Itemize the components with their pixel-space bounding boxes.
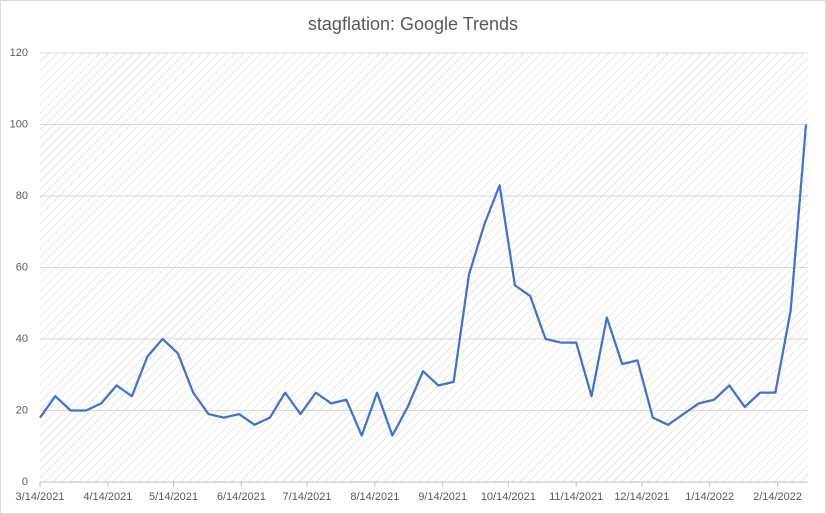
y-tick-label: 80 bbox=[16, 190, 28, 202]
y-tick-label: 40 bbox=[16, 333, 28, 345]
x-tick-label: 2/14/2022 bbox=[753, 491, 802, 503]
y-tick-label: 120 bbox=[10, 47, 28, 59]
x-tick-label: 3/14/2021 bbox=[16, 491, 65, 503]
x-tick-label: 12/14/2021 bbox=[614, 491, 669, 503]
y-tick-label: 100 bbox=[10, 118, 28, 130]
chart-title: stagflation: Google Trends bbox=[308, 14, 518, 34]
y-tick-label: 0 bbox=[22, 476, 28, 488]
x-tick-label: 1/14/2022 bbox=[685, 491, 734, 503]
x-tick-label: 10/14/2021 bbox=[481, 491, 536, 503]
y-tick-label: 60 bbox=[16, 261, 28, 273]
x-tick-label: 8/14/2021 bbox=[350, 491, 399, 503]
y-tick-label: 20 bbox=[16, 404, 28, 416]
x-tick-label: 6/14/2021 bbox=[217, 491, 266, 503]
x-tick-label: 7/14/2021 bbox=[283, 491, 332, 503]
x-tick-label: 9/14/2021 bbox=[418, 491, 467, 503]
x-tick-label: 11/14/2021 bbox=[549, 491, 603, 503]
x-tick-label: 4/14/2021 bbox=[83, 491, 132, 503]
line bbox=[39, 124, 808, 437]
x-tick-label: 5/14/2021 bbox=[149, 491, 198, 503]
